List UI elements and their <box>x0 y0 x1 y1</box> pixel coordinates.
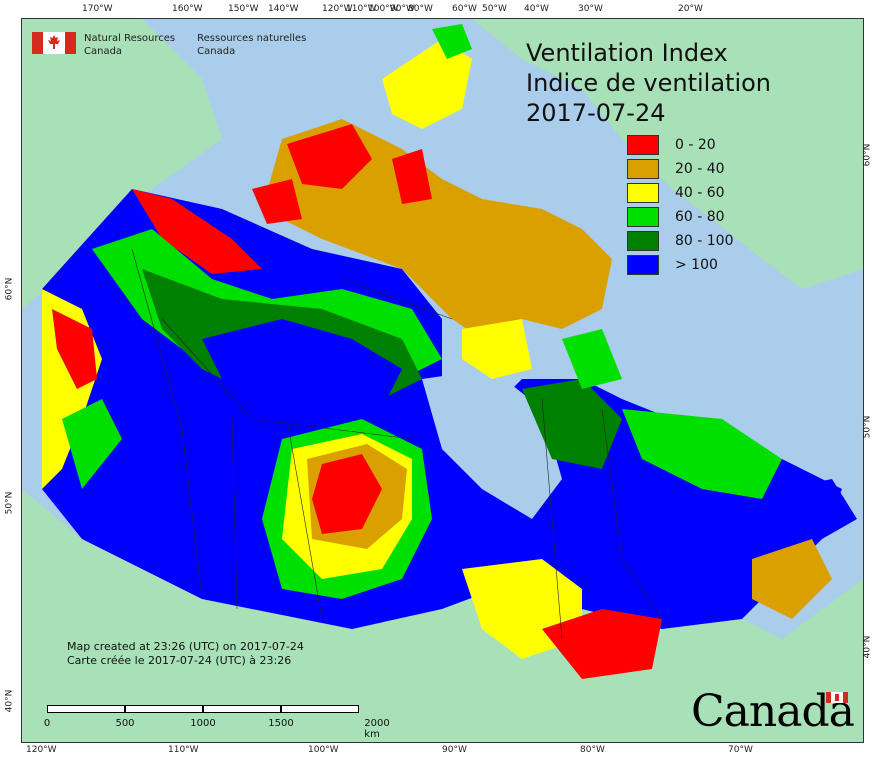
hudson-bay <box>422 369 562 519</box>
scale-segment <box>125 705 203 713</box>
scale-segment <box>203 705 281 713</box>
legend-label: 60 - 80 <box>675 209 725 225</box>
top-tick-12: 30°W <box>578 4 603 14</box>
legend-label: > 100 <box>675 257 718 273</box>
ungava-green <box>562 329 622 389</box>
legend-swatch <box>627 255 659 275</box>
legend-swatch <box>627 231 659 251</box>
atlantic-mixed <box>752 539 832 619</box>
map-credit: Map created at 23:26 (UTC) on 2017-07-24… <box>67 640 304 668</box>
legend-label: 40 - 60 <box>675 185 725 201</box>
top-tick-11: 40°W <box>524 4 549 14</box>
bottom-tick-1: 110°W <box>168 745 199 755</box>
arctic-red1 <box>287 124 372 189</box>
greenland <box>472 19 863 289</box>
top-tick-10: 50°W <box>482 4 507 14</box>
ontario-red <box>542 609 662 679</box>
title-en: Ventilation Index <box>526 39 728 67</box>
quebec-green <box>522 379 622 469</box>
legend-swatch <box>627 207 659 227</box>
dept-name-fr: Ressources naturelles Canada <box>197 32 306 58</box>
map-title: Ventilation Index Indice de ventilation … <box>526 38 771 128</box>
bottom-tick-5: 70°W <box>728 745 753 755</box>
top-tick-7: 90°W <box>390 4 415 14</box>
right-tick-2: 40°N <box>862 635 873 659</box>
legend-label: 80 - 100 <box>675 233 734 249</box>
canada-flag-icon <box>32 32 76 54</box>
credit-fr: Carte créée le 2017-07-24 (UTC) à 23:26 <box>67 654 292 667</box>
west-coast-red <box>52 309 97 389</box>
west-coast-green <box>62 399 122 489</box>
legend-item: 60 - 80 <box>627 205 734 229</box>
top-tick-13: 20°W <box>678 4 703 14</box>
left-tick-2: 40°N <box>4 689 15 713</box>
legend-label: 0 - 20 <box>675 137 716 153</box>
legend-item: > 100 <box>627 253 734 277</box>
top-tick-8: 80°W <box>408 4 433 14</box>
legend-item: 0 - 20 <box>627 133 734 157</box>
alaska <box>22 19 222 309</box>
labrador-green <box>622 409 782 499</box>
dept-en-line2: Canada <box>84 46 123 57</box>
dept-en-line1: Natural Resources <box>84 33 176 44</box>
map-graphic <box>22 19 863 742</box>
top-tick-4: 120°W <box>322 4 353 14</box>
dept-fr-line2: Canada <box>197 46 236 57</box>
credit-en: Map created at 23:26 (UTC) on 2017-07-24 <box>67 640 304 653</box>
top-tick-1: 160°W <box>172 4 203 14</box>
ungava-yellow <box>462 319 532 379</box>
prairie-red <box>312 454 382 534</box>
bottom-tick-2: 100°W <box>308 745 339 755</box>
legend-swatch <box>627 135 659 155</box>
scale-label: 1500 <box>268 718 294 729</box>
top-tick-2: 150°W <box>228 4 259 14</box>
legend-swatch <box>627 159 659 179</box>
top-tick-5: 110°W <box>346 4 377 14</box>
left-tick-1: 50°N <box>4 491 15 515</box>
wordmark-flag-icon <box>826 692 848 703</box>
atlantic-blue <box>782 479 857 539</box>
ellesmere <box>382 39 472 129</box>
top-tick-6: 100°W <box>368 4 399 14</box>
legend-item: 80 - 100 <box>627 229 734 253</box>
dept-name-en: Natural Resources Canada <box>84 32 175 58</box>
scale-label: 500 <box>115 718 135 729</box>
ellesmere-green <box>432 24 472 59</box>
scale-label: 1000 <box>190 718 216 729</box>
dept-fr-line1: Ressources naturelles <box>197 33 307 44</box>
legend-label: 20 - 40 <box>675 161 725 177</box>
arctic-red2 <box>252 179 302 224</box>
bottom-tick-0: 120°W <box>26 745 57 755</box>
province-lines <box>131 248 663 640</box>
scale-label: 2000 km <box>364 718 390 740</box>
scale-segment <box>281 705 359 713</box>
north-coast-red <box>132 189 262 274</box>
top-tick-3: 140°W <box>268 4 299 14</box>
top-tick-0: 170°W <box>82 4 113 14</box>
legend: 0 - 20 20 - 40 40 - 60 60 - 80 80 - 100 … <box>627 133 734 277</box>
nwt-blue <box>202 319 402 419</box>
scale-segment <box>47 705 125 713</box>
legend-item: 40 - 60 <box>627 181 734 205</box>
left-tick-0: 60°N <box>4 277 15 301</box>
legend-item: 20 - 40 <box>627 157 734 181</box>
legend-swatch <box>627 183 659 203</box>
top-tick-9: 60°W <box>452 4 477 14</box>
scale-label: 0 <box>43 718 51 729</box>
usa <box>22 489 863 742</box>
map-canvas[interactable] <box>21 18 864 743</box>
title-date: 2017-07-24 <box>526 99 666 127</box>
title-fr: Indice de ventilation <box>526 69 772 97</box>
arctic-red3 <box>392 149 432 204</box>
bottom-tick-4: 80°W <box>580 745 605 755</box>
bottom-tick-3: 90°W <box>442 745 467 755</box>
right-tick-0: 60°N <box>862 143 873 167</box>
nrcan-branding: Natural Resources Canada Ressources natu… <box>32 32 306 58</box>
right-tick-1: 50°N <box>862 415 873 439</box>
